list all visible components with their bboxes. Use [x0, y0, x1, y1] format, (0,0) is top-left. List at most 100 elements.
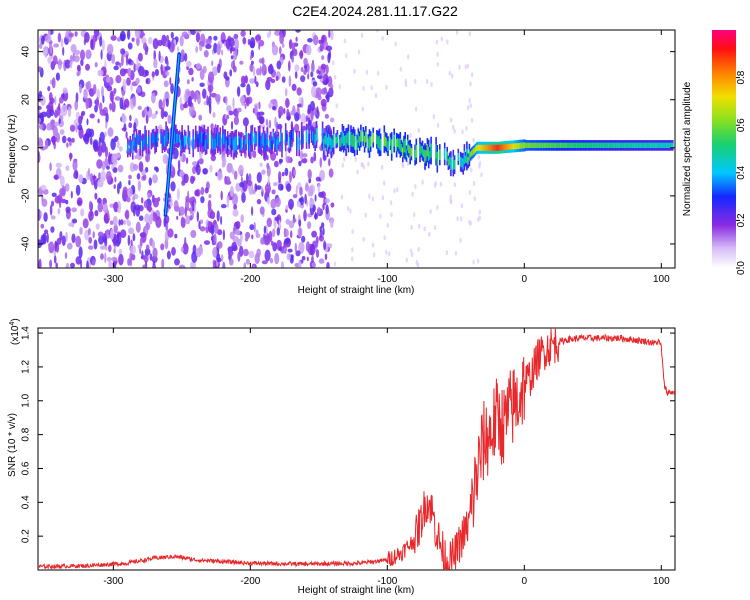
band-core [362, 131, 365, 142]
noise-blob [294, 71, 298, 79]
band-core [326, 137, 329, 151]
band-core [482, 144, 484, 151]
noise-blob [244, 103, 247, 109]
band-core [665, 142, 668, 148]
x-tick-label: -100 [377, 274, 397, 285]
noise-blob [299, 150, 304, 160]
noise-blob [67, 137, 72, 143]
noise-blob [165, 98, 169, 107]
noise-blob [89, 200, 92, 210]
band-core [658, 142, 660, 148]
band-core [408, 144, 410, 154]
noise-blob [58, 96, 64, 104]
noise-blob [242, 37, 247, 45]
noise-blob [464, 64, 467, 70]
band-core [250, 132, 252, 146]
noise-blob [372, 252, 376, 258]
band-core [439, 149, 441, 160]
noise-blob [141, 37, 147, 44]
band-core [288, 137, 291, 148]
band-core [506, 143, 509, 150]
noise-blob [436, 205, 439, 211]
x-tick-label: -200 [240, 576, 260, 587]
noise-blob [181, 216, 184, 225]
noise-blob [126, 187, 133, 198]
noise-blob [89, 113, 95, 119]
band-core [233, 139, 235, 153]
band-core [230, 137, 233, 151]
noise-blob [189, 206, 193, 215]
noise-blob [111, 153, 118, 164]
noise-blob [38, 66, 42, 73]
noise-blob [58, 102, 61, 111]
noise-blob [165, 71, 170, 76]
band-core [161, 137, 164, 148]
band-core [360, 130, 362, 142]
band-core [477, 144, 479, 151]
band-core [340, 137, 342, 147]
noise-blob [452, 124, 455, 130]
noise-blob [307, 62, 310, 75]
band-core [346, 132, 349, 144]
band-core [143, 139, 145, 148]
noise-blob [341, 162, 344, 168]
noise-blob [49, 162, 52, 172]
noise-blob [215, 93, 221, 103]
band-core [420, 146, 423, 154]
noise-blob [328, 87, 334, 98]
band-core [266, 133, 268, 146]
band-core [563, 142, 566, 148]
noise-blob [89, 137, 93, 145]
noise-blob [76, 71, 80, 77]
noise-blob [68, 32, 74, 38]
noise-blob [381, 195, 385, 201]
y-tick-label: 0.2 [21, 529, 32, 543]
noise-blob [49, 204, 53, 216]
noise-blob [200, 196, 205, 204]
band-core [651, 142, 653, 148]
noise-blob [38, 258, 42, 268]
noise-blob [252, 189, 256, 195]
noise-blob [185, 215, 191, 225]
noise-blob [97, 69, 104, 77]
noise-blob [217, 241, 223, 249]
noise-blob [196, 63, 201, 70]
noise-blob [170, 31, 174, 39]
noise-blob [226, 114, 230, 120]
noise-blob [246, 173, 249, 184]
noise-blob [202, 88, 207, 99]
x-tick-label: 100 [653, 274, 670, 285]
noise-blob [236, 107, 242, 113]
band-core [638, 142, 641, 148]
band-core [469, 151, 472, 158]
band-core [328, 134, 330, 148]
noise-blob [274, 160, 279, 168]
noise-blob [308, 178, 312, 184]
noise-blob [38, 43, 43, 49]
noise-blob [41, 35, 45, 45]
band-core [276, 139, 278, 151]
band-core [582, 142, 584, 148]
noise-blob [268, 102, 273, 109]
band-core [238, 136, 240, 145]
noise-blob [97, 197, 102, 204]
noise-blob [216, 43, 221, 56]
noise-blob [186, 60, 192, 68]
noise-blob [128, 227, 135, 235]
noise-blob [138, 161, 144, 173]
noise-blob [115, 75, 122, 84]
noise-blob [38, 209, 42, 221]
band-core [421, 145, 424, 156]
band-core [135, 134, 138, 147]
noise-blob [61, 185, 66, 197]
noise-blob [417, 246, 420, 252]
noise-blob [71, 233, 76, 244]
noise-blob [296, 87, 302, 96]
noise-blob [266, 162, 270, 170]
noise-blob [142, 264, 146, 268]
noise-blob [234, 38, 240, 50]
noise-blob [199, 44, 203, 52]
noise-blob [118, 146, 123, 152]
noise-blob [280, 184, 284, 191]
noise-blob [357, 49, 361, 55]
